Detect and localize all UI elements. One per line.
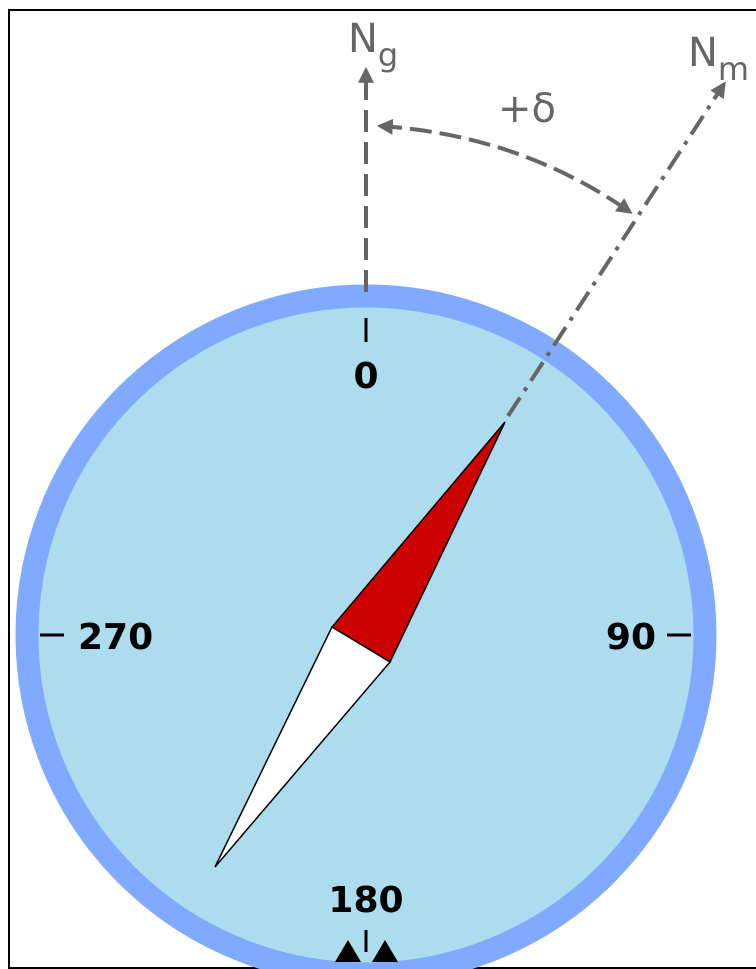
declination-arc: [376, 118, 633, 214]
dial-label: 90: [606, 617, 656, 658]
declination-label: +δ: [498, 86, 556, 132]
true-north-label: Ng: [348, 16, 398, 74]
dial-label: 270: [78, 617, 153, 658]
dial-label: 0: [353, 356, 378, 397]
magnetic-north-axis: [506, 81, 726, 418]
dial-label: 180: [328, 880, 403, 921]
index-marks: [335, 940, 398, 962]
magnetic-north-label: Nm: [688, 30, 749, 88]
needle-south: [214, 625, 392, 868]
frame: [8, 9, 756, 969]
